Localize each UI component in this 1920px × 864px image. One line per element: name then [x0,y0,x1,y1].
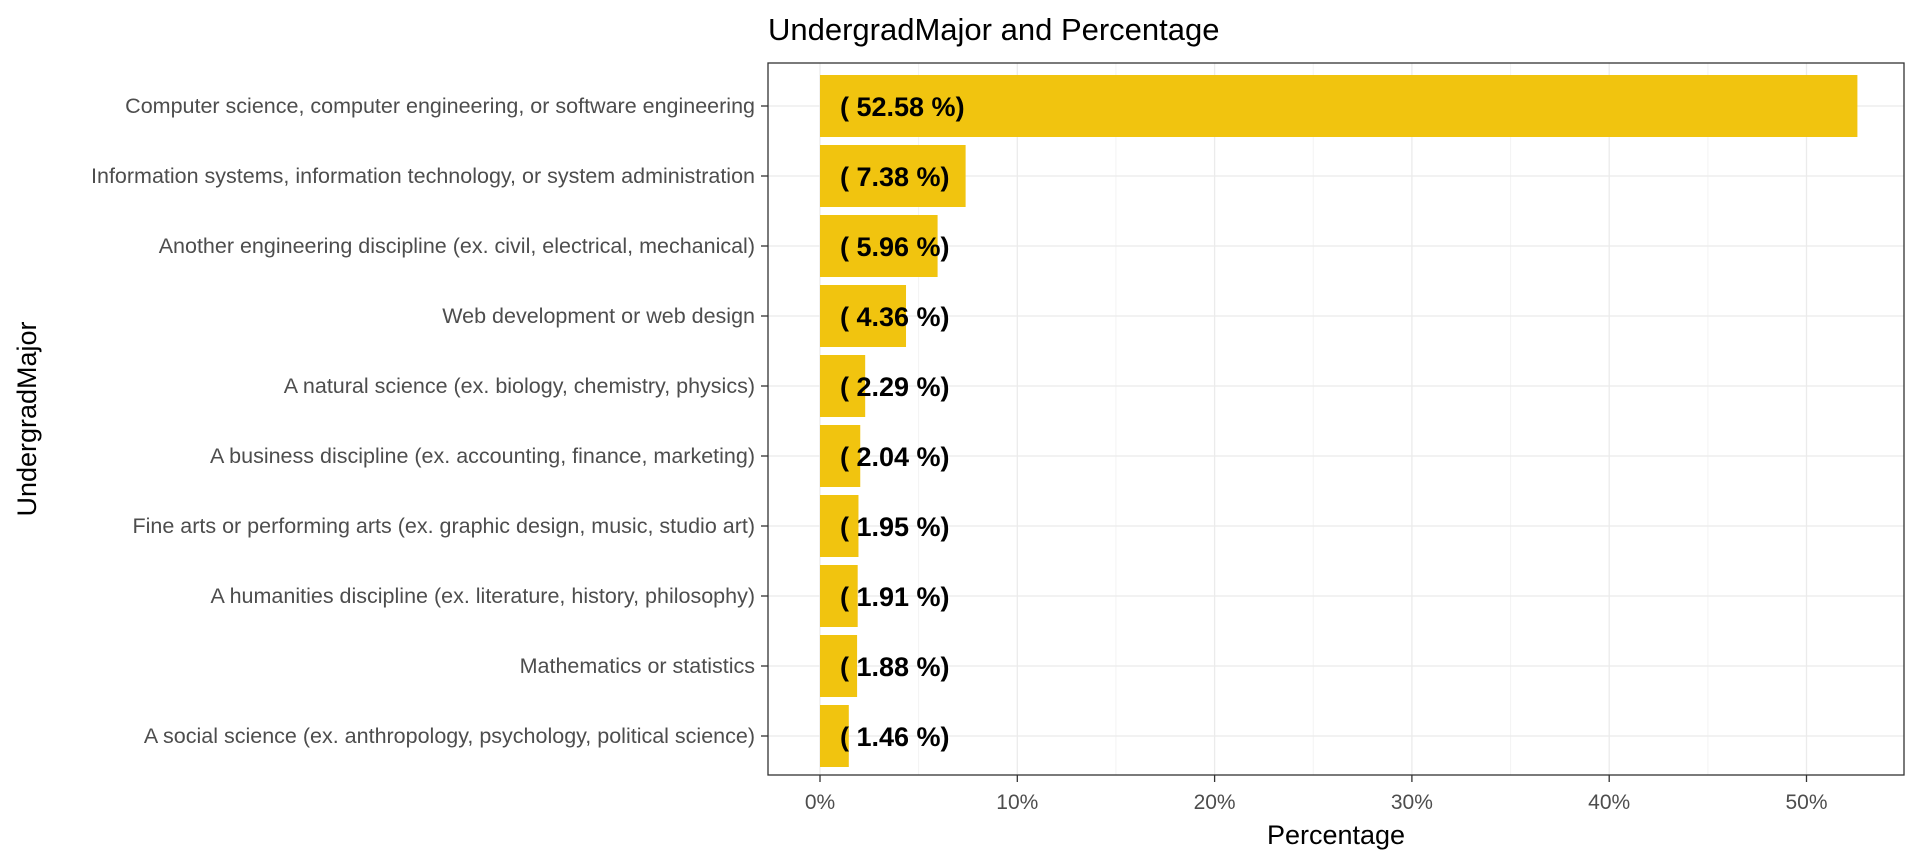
bar [820,635,858,697]
bar [820,495,859,557]
bar [820,145,966,207]
x-axis-title: Percentage [1267,820,1405,850]
bar [820,285,907,347]
x-tick-label: 20% [1194,791,1236,814]
bar [820,215,938,277]
bar-value-label: ( 52.58 %) [840,92,965,122]
bar [820,425,861,487]
y-category-label: A natural science (ex. biology, chemistr… [284,374,755,398]
bar [820,355,866,417]
y-axis-title: UndergradMajor [12,321,42,516]
y-axis: Computer science, computer engineering, … [91,94,768,748]
bar [820,705,849,767]
bar-value-label: ( 1.46 %) [840,722,950,752]
bars [820,75,1858,767]
chart-title: UndergradMajor and Percentage [768,12,1220,47]
bar-value-label: ( 4.36 %) [840,302,950,332]
x-tick-label: 0% [805,791,835,814]
x-tick-label: 50% [1785,791,1827,814]
y-category-label: A humanities discipline (ex. literature,… [210,584,755,608]
y-category-label: Web development or web design [442,304,755,328]
data-labels: ( 52.58 %) ( 7.38 %) ( 5.96 %) ( 4.36 %) ( 2… [840,92,965,752]
x-tick-label: 30% [1391,791,1433,814]
bar-value-label: ( 1.91 %) [840,582,950,612]
y-category-label: Fine arts or performing arts (ex. graphi… [132,514,755,538]
y-category-label: Another engineering discipline (ex. civi… [159,234,755,258]
plot-panel-border [767,62,1905,776]
y-category-label: Mathematics or statistics [520,654,755,678]
y-category-label: A business discipline (ex. accounting, f… [210,444,755,468]
y-category-label: Information systems, information technol… [91,164,755,188]
bar-value-label: ( 2.04 %) [840,442,950,472]
bar-value-label: ( 2.29 %) [840,372,950,402]
x-tick-label: 40% [1588,791,1630,814]
x-axis: 0% 10% 20% 30% 40% 50% [805,775,1828,814]
x-tick-label: 10% [996,791,1038,814]
bar [820,75,1858,137]
bar [820,565,858,627]
y-category-label: Computer science, computer engineering, … [125,94,755,118]
bar-value-label: ( 5.96 %) [840,232,950,262]
bar-value-label: ( 1.95 %) [840,512,950,542]
bar-value-label: ( 1.88 %) [840,652,950,682]
bar-value-label: ( 7.38 %) [840,162,950,192]
y-category-label: A social science (ex. anthropology, psyc… [144,724,755,748]
